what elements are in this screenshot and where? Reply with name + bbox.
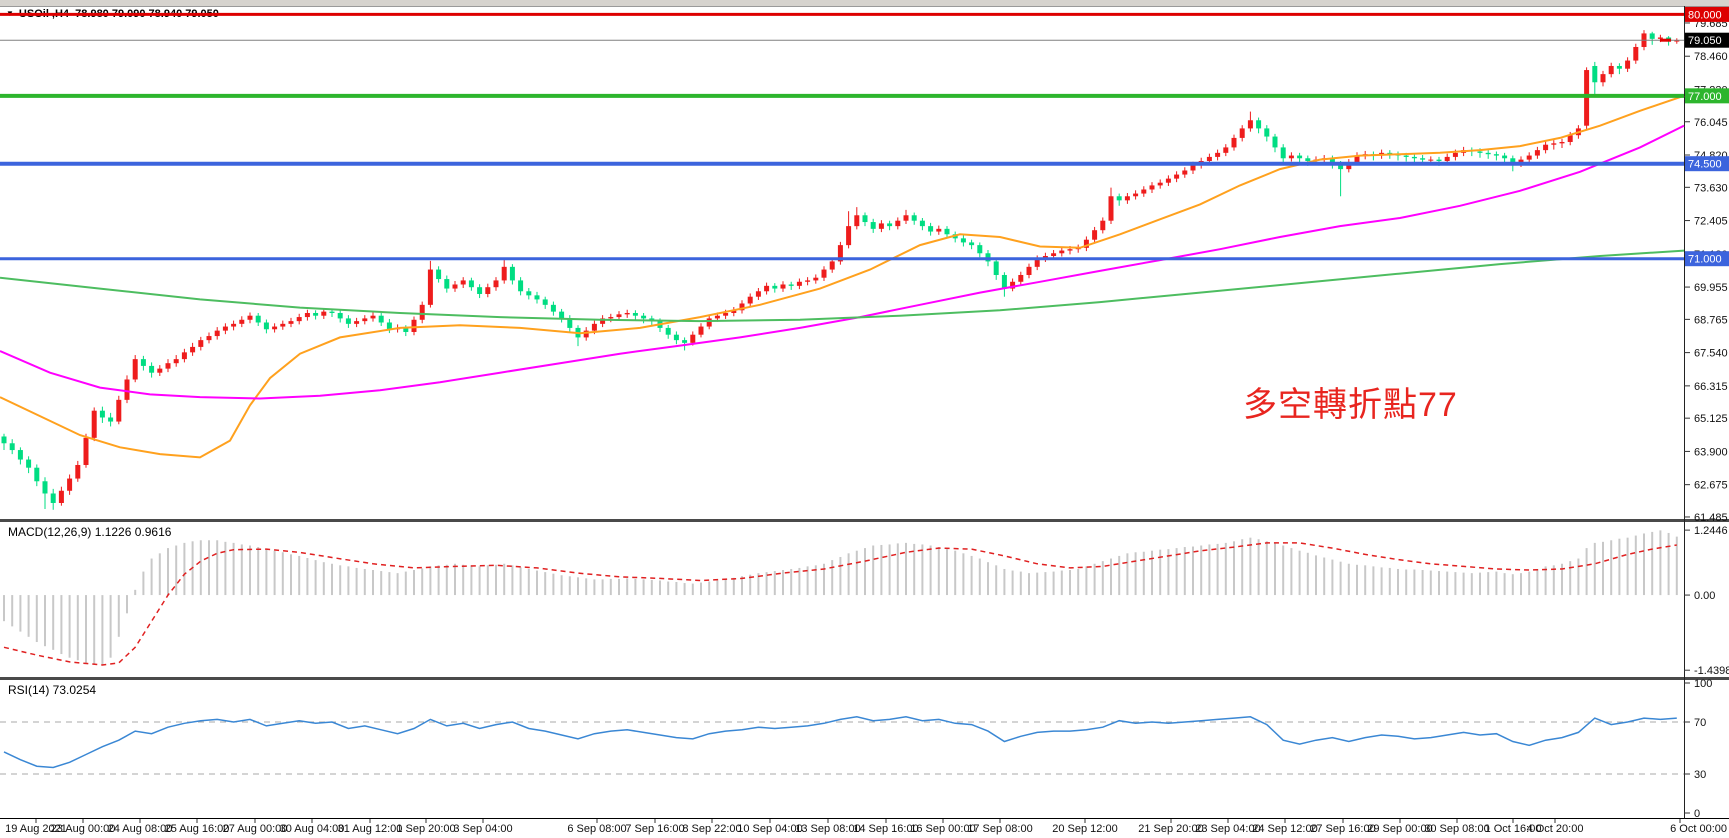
- collapse-triangle-icon[interactable]: ▼: [6, 9, 14, 18]
- symbol-ohlc-label: USOil ,H4 78.980 79.090 78.940 79.050: [18, 8, 219, 20]
- time-axis[interactable]: [0, 819, 1729, 838]
- main-chart-panel[interactable]: [0, 6, 1684, 519]
- macd-panel[interactable]: [0, 522, 1684, 677]
- rsi-panel[interactable]: [0, 680, 1684, 818]
- chart-header: ▼ USOil ,H4 78.980 79.090 78.940 79.050: [6, 8, 219, 20]
- macd-indicator-label: MACD(12,26,9) 1.1226 0.9616: [8, 525, 172, 539]
- chart-annotation-text[interactable]: 多空轉折點77: [1243, 386, 1458, 424]
- price-axis[interactable]: [1684, 6, 1729, 818]
- rsi-indicator-label: RSI(14) 73.0254: [8, 683, 97, 697]
